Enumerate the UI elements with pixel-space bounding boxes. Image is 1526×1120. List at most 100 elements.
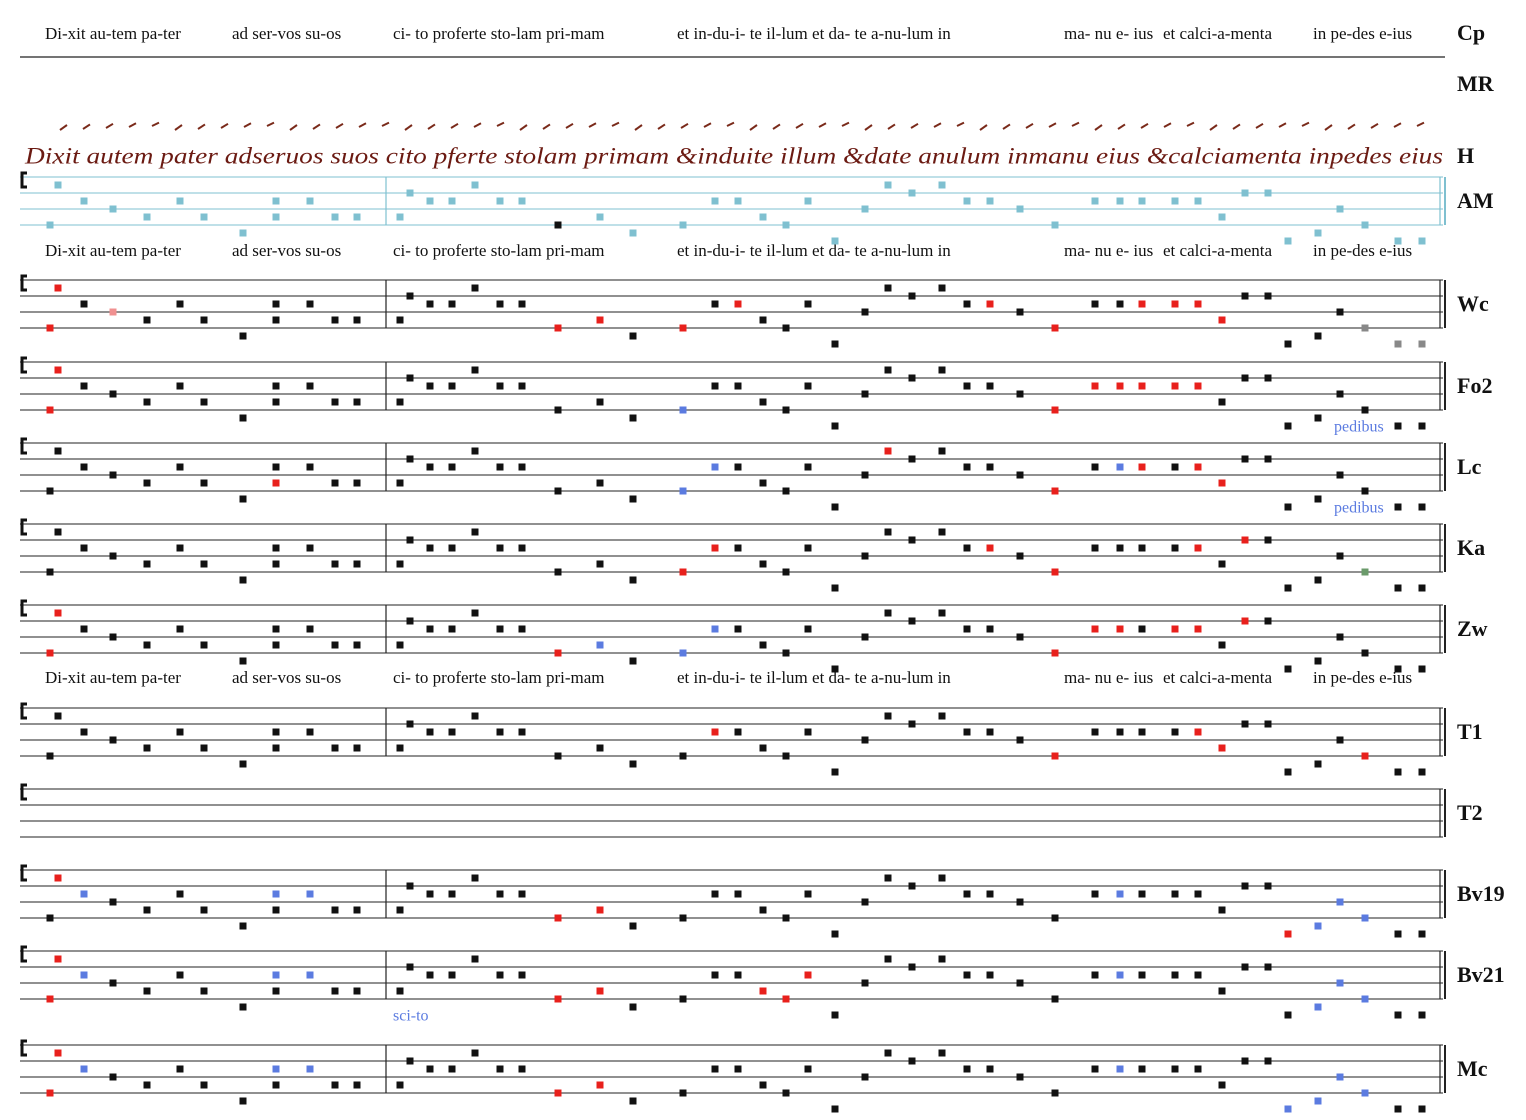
note bbox=[239, 414, 247, 422]
note bbox=[239, 495, 247, 503]
lyric: ad ser-vos su-os bbox=[232, 668, 341, 687]
note bbox=[884, 447, 892, 455]
note bbox=[1171, 382, 1179, 390]
note bbox=[986, 197, 994, 205]
note bbox=[1138, 971, 1146, 979]
note bbox=[782, 406, 790, 414]
note bbox=[46, 324, 54, 332]
neume bbox=[197, 123, 206, 130]
note bbox=[1051, 487, 1059, 495]
note bbox=[200, 398, 208, 406]
note bbox=[554, 487, 562, 495]
neume bbox=[1278, 122, 1287, 128]
note bbox=[1218, 987, 1226, 995]
clef bbox=[20, 518, 27, 536]
note bbox=[54, 284, 62, 292]
lyric: Di-xit au-tem pa-ter bbox=[45, 24, 181, 43]
note bbox=[711, 971, 719, 979]
note bbox=[353, 1081, 361, 1089]
note bbox=[1284, 1105, 1292, 1113]
note bbox=[1284, 340, 1292, 348]
note bbox=[1314, 760, 1322, 768]
neume bbox=[979, 124, 988, 131]
note bbox=[306, 625, 314, 633]
note bbox=[986, 625, 994, 633]
note bbox=[306, 300, 314, 308]
note bbox=[1116, 728, 1124, 736]
siglum: Bv19 bbox=[1457, 881, 1505, 906]
clef bbox=[20, 274, 27, 292]
note bbox=[963, 544, 971, 552]
note bbox=[109, 633, 117, 641]
note bbox=[908, 882, 916, 890]
note bbox=[804, 463, 812, 471]
note bbox=[908, 374, 916, 382]
note bbox=[1394, 340, 1402, 348]
note bbox=[1361, 995, 1369, 1003]
note bbox=[272, 382, 280, 390]
neume bbox=[1301, 121, 1310, 127]
note bbox=[1218, 560, 1226, 568]
siglum: T1 bbox=[1457, 719, 1483, 744]
note bbox=[176, 382, 184, 390]
note bbox=[406, 882, 414, 890]
note bbox=[176, 625, 184, 633]
note bbox=[711, 197, 719, 205]
note bbox=[1194, 971, 1202, 979]
note bbox=[239, 657, 247, 665]
note bbox=[782, 487, 790, 495]
note bbox=[1394, 503, 1402, 511]
note bbox=[884, 528, 892, 536]
note bbox=[596, 987, 604, 995]
note bbox=[884, 609, 892, 617]
note bbox=[396, 641, 404, 649]
note bbox=[1241, 1057, 1249, 1065]
note bbox=[629, 922, 637, 930]
note bbox=[679, 568, 687, 576]
neume bbox=[565, 122, 574, 129]
note bbox=[1218, 316, 1226, 324]
note bbox=[496, 625, 504, 633]
note bbox=[1284, 930, 1292, 938]
note bbox=[711, 1065, 719, 1073]
siglum: Lc bbox=[1457, 454, 1482, 479]
lyric: ma- nu e- ius bbox=[1064, 24, 1153, 43]
neume bbox=[381, 121, 390, 127]
note bbox=[782, 221, 790, 229]
note bbox=[734, 197, 742, 205]
note bbox=[963, 625, 971, 633]
note bbox=[46, 914, 54, 922]
note bbox=[1394, 1011, 1402, 1019]
note bbox=[200, 479, 208, 487]
note bbox=[1091, 463, 1099, 471]
note bbox=[1016, 308, 1024, 316]
note bbox=[1361, 914, 1369, 922]
note bbox=[1091, 890, 1099, 898]
note bbox=[46, 487, 54, 495]
note bbox=[759, 641, 767, 649]
neume bbox=[1393, 122, 1402, 128]
note bbox=[831, 237, 839, 245]
note bbox=[109, 308, 117, 316]
note bbox=[306, 463, 314, 471]
note bbox=[518, 971, 526, 979]
note bbox=[239, 1003, 247, 1011]
note bbox=[448, 971, 456, 979]
note bbox=[176, 197, 184, 205]
note bbox=[1361, 649, 1369, 657]
note bbox=[1418, 503, 1426, 511]
note bbox=[986, 463, 994, 471]
note bbox=[1138, 382, 1146, 390]
clef bbox=[20, 1039, 27, 1057]
note bbox=[471, 1049, 479, 1057]
note bbox=[176, 300, 184, 308]
note bbox=[596, 316, 604, 324]
note bbox=[734, 382, 742, 390]
lyric: et calci-a-menta bbox=[1163, 668, 1272, 687]
neume bbox=[772, 123, 781, 130]
note bbox=[1361, 568, 1369, 576]
note bbox=[331, 1081, 339, 1089]
note bbox=[1284, 665, 1292, 673]
clef bbox=[20, 864, 27, 882]
note bbox=[1241, 617, 1249, 625]
